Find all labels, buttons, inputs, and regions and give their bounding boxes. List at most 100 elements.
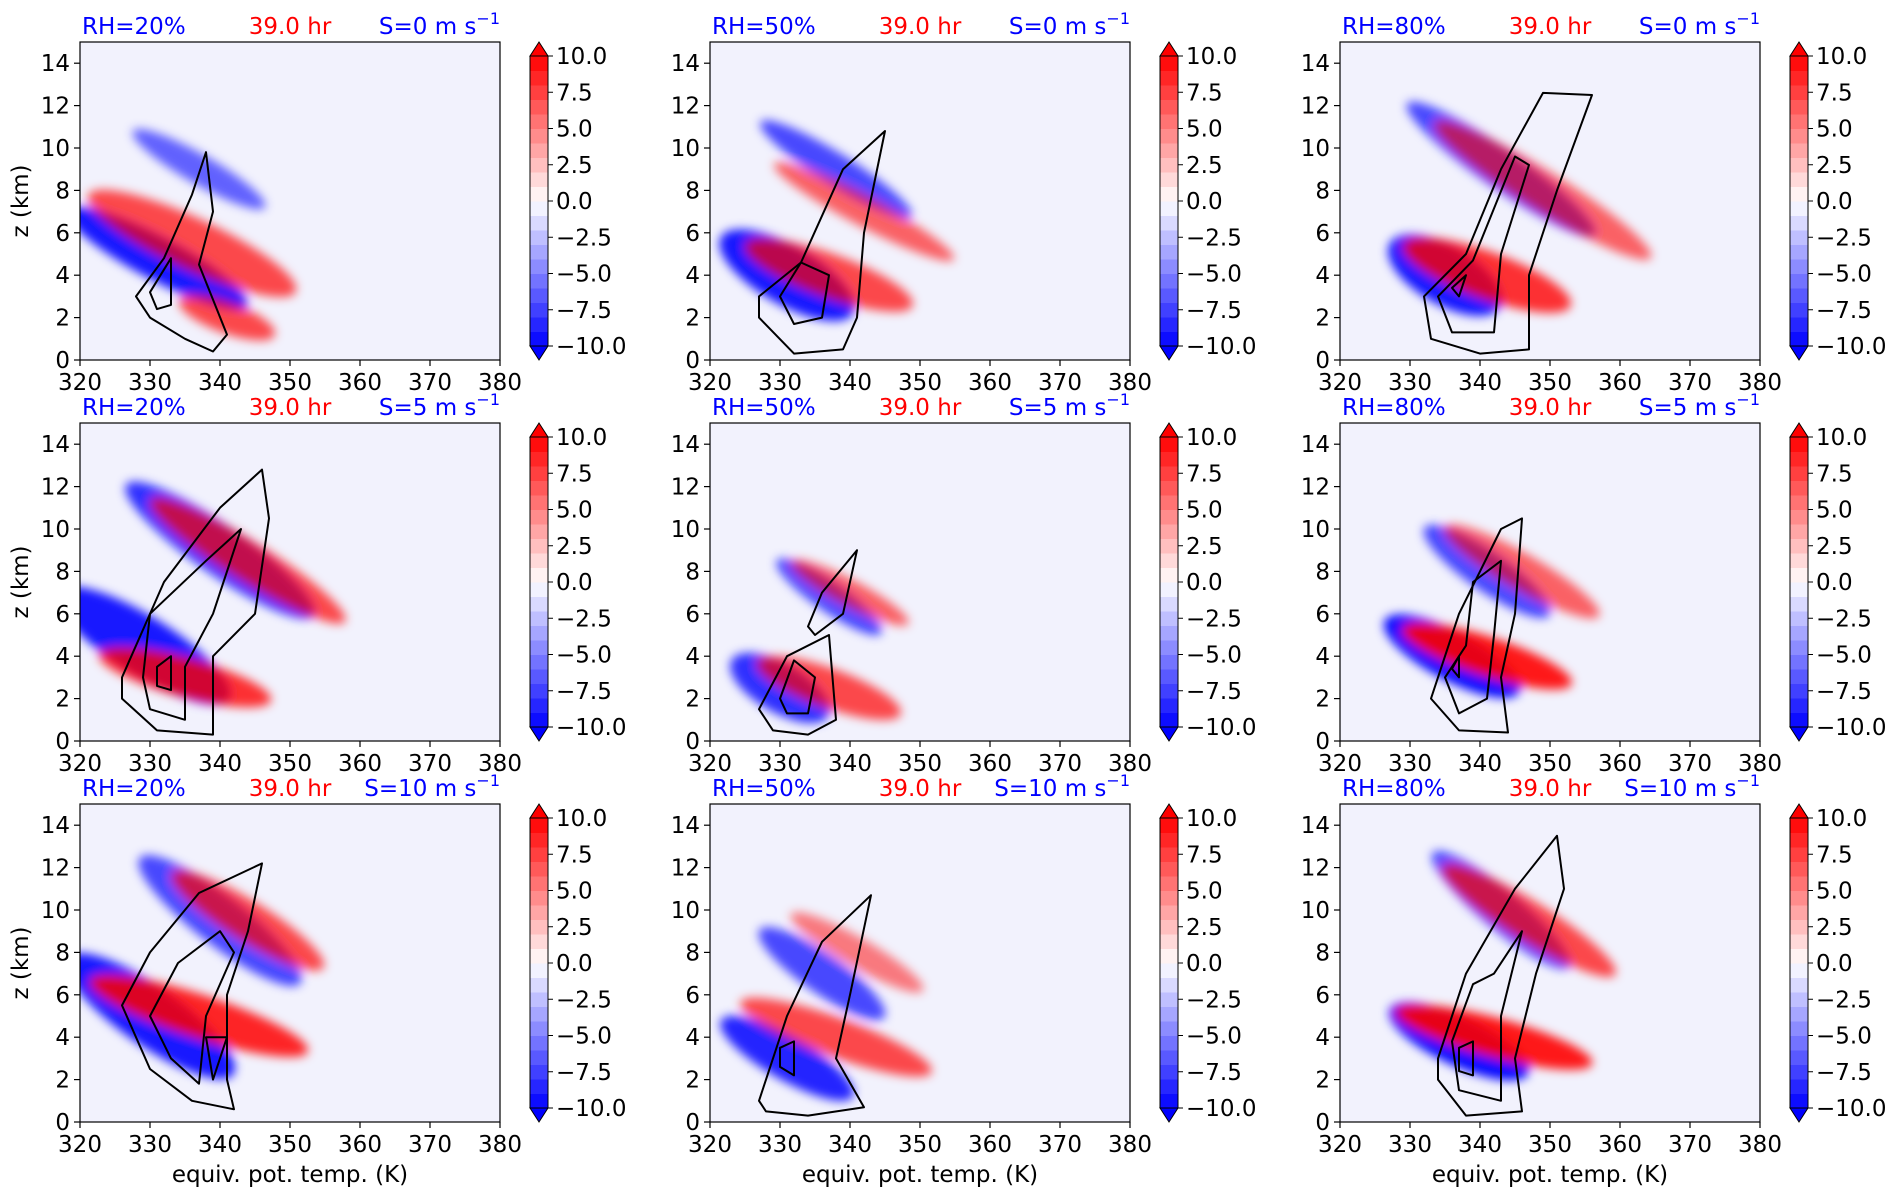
colorbar-tick-label: −10.0 bbox=[556, 334, 626, 360]
colorbar-tick-label: 10.0 bbox=[556, 44, 607, 70]
panel: 320 330 340 350 360 370 380 0 2 4 6 8 10 12 14 RH=80% 39… bbox=[1301, 390, 1887, 777]
colorbar-level bbox=[1790, 1035, 1808, 1051]
colorbar-level bbox=[530, 818, 548, 833]
time-label: 39.0 hr bbox=[1509, 395, 1592, 421]
colorbar-level bbox=[1160, 288, 1178, 303]
y-tick-label: 8 bbox=[685, 940, 700, 966]
colorbar-level bbox=[1160, 451, 1178, 467]
colorbar-tick-label: 5.0 bbox=[1186, 498, 1223, 524]
shear-label: S=5 m s−1 bbox=[1639, 390, 1760, 421]
colorbar-tick-label: 2.5 bbox=[556, 153, 593, 179]
rh-label: RH=50% bbox=[712, 776, 816, 802]
x-tick-label: 350 bbox=[1528, 751, 1572, 777]
x-tick-label: 370 bbox=[1668, 1132, 1712, 1158]
x-tick-label: 320 bbox=[688, 751, 732, 777]
colorbar-level bbox=[1790, 1006, 1808, 1022]
y-tick-label: 8 bbox=[1315, 178, 1330, 204]
colorbar-level bbox=[1790, 85, 1808, 100]
x-tick-label: 320 bbox=[1318, 751, 1362, 777]
colorbar-level bbox=[530, 317, 548, 332]
colorbar-tick-label: 5.0 bbox=[1186, 117, 1223, 143]
y-tick-label: 10 bbox=[671, 136, 700, 162]
colorbar-extend-max bbox=[1789, 422, 1809, 438]
colorbar-level bbox=[530, 244, 548, 260]
contour-line bbox=[1451, 274, 1467, 298]
y-tick-label: 2 bbox=[685, 1068, 700, 1094]
contour-line bbox=[205, 1036, 228, 1081]
colorbar-tick-label: −7.5 bbox=[1186, 298, 1242, 324]
contour-line bbox=[1444, 559, 1502, 715]
colorbar-level bbox=[530, 99, 548, 115]
rh-label: RH=20% bbox=[82, 776, 186, 802]
colorbar-level bbox=[530, 480, 548, 496]
x-tick-label: 330 bbox=[128, 370, 172, 396]
colorbar-level bbox=[1160, 1064, 1178, 1080]
y-tick-label: 14 bbox=[1301, 51, 1330, 77]
colorbar-tick-label: −2.5 bbox=[1816, 225, 1872, 251]
x-tick-label: 350 bbox=[898, 1132, 942, 1158]
x-tick-label: 380 bbox=[1108, 751, 1152, 777]
negative-anomaly-region bbox=[132, 128, 266, 210]
colorbar-level bbox=[1160, 1035, 1178, 1051]
colorbar-level bbox=[1160, 259, 1178, 274]
contour-line bbox=[142, 528, 242, 721]
x-tick-label: 330 bbox=[128, 751, 172, 777]
panel: 320 330 340 350 360 370 380 0 2 4 6 8 10 12 14 RH=20% 39… bbox=[8, 9, 626, 396]
colorbar-level bbox=[1790, 654, 1808, 670]
colorbar-tick-label: −10.0 bbox=[556, 1096, 626, 1122]
y-tick-label: 6 bbox=[685, 983, 700, 1009]
x-tick-label: 380 bbox=[1738, 751, 1782, 777]
rh-label: RH=80% bbox=[1342, 14, 1446, 40]
colorbar-tick-label: 5.0 bbox=[1816, 117, 1853, 143]
colorbar-level bbox=[1790, 230, 1808, 245]
colorbar-tick-label: −5.0 bbox=[1816, 643, 1872, 669]
plot-area bbox=[1389, 834, 1616, 1117]
shear-label: S=10 m s−1 bbox=[1624, 771, 1760, 802]
y-tick-label: 12 bbox=[1301, 94, 1330, 120]
colorbar-level bbox=[1790, 99, 1808, 115]
contour-line bbox=[121, 862, 263, 1111]
colorbar-level bbox=[1790, 1050, 1808, 1065]
colorbar-tick-label: 7.5 bbox=[1816, 461, 1853, 487]
panel: 320 330 340 350 360 370 380 0 2 4 6 8 10 12 14 RH=80% 39… bbox=[1301, 9, 1887, 396]
colorbar-tick-label: 10.0 bbox=[1186, 806, 1237, 832]
colorbar-level bbox=[1790, 143, 1808, 158]
colorbar-level bbox=[1160, 201, 1178, 216]
colorbar-tick-label: −7.5 bbox=[1186, 1060, 1242, 1086]
positive-anomaly-region bbox=[756, 656, 902, 720]
x-tick-label: 380 bbox=[478, 370, 522, 396]
colorbar: 10.0 7.5 5.0 2.5 0.0 −2.5 −5.0 −7.5 −10.0 bbox=[1789, 41, 1886, 361]
positive-anomaly-region bbox=[87, 189, 297, 298]
x-tick-label: 360 bbox=[968, 1132, 1012, 1158]
colorbar-tick-label: 7.5 bbox=[556, 461, 593, 487]
contour-line bbox=[1437, 155, 1530, 334]
colorbar-level bbox=[1790, 495, 1808, 510]
colorbar-level bbox=[1790, 317, 1808, 332]
y-tick-label: 4 bbox=[685, 644, 700, 670]
colorbar-tick-label: 2.5 bbox=[556, 915, 593, 941]
y-tick-label: 6 bbox=[1315, 983, 1330, 1009]
colorbar-level bbox=[530, 538, 548, 554]
colorbar-level bbox=[1160, 832, 1178, 848]
colorbar-extend-min bbox=[1789, 1107, 1809, 1123]
colorbar-tick-label: 2.5 bbox=[1816, 534, 1853, 560]
colorbar-extend-min bbox=[1789, 726, 1809, 742]
colorbar-tick-label: −2.5 bbox=[556, 987, 612, 1013]
colorbar-level bbox=[530, 654, 548, 670]
x-tick-label: 330 bbox=[1388, 1132, 1432, 1158]
positive-anomaly-region bbox=[1395, 1004, 1593, 1070]
plot-area bbox=[720, 894, 932, 1117]
colorbar-tick-label: −7.5 bbox=[1816, 1060, 1872, 1086]
colorbar-tick-label: 10.0 bbox=[1186, 44, 1237, 70]
colorbar-level bbox=[1160, 273, 1178, 289]
colorbar-level bbox=[1160, 698, 1178, 713]
colorbar-tick-label: 0.0 bbox=[1186, 570, 1223, 596]
x-tick-label: 340 bbox=[198, 751, 242, 777]
colorbar-tick-label: 10.0 bbox=[1816, 806, 1867, 832]
x-tick-label: 330 bbox=[758, 1132, 802, 1158]
x-tick-label: 360 bbox=[968, 370, 1012, 396]
y-tick-label: 12 bbox=[1301, 856, 1330, 882]
shear-label: S=10 m s−1 bbox=[994, 771, 1130, 802]
colorbar: 10.0 7.5 5.0 2.5 0.0 −2.5 −5.0 −7.5 −10.0 bbox=[529, 422, 626, 742]
colorbar-tick-label: 5.0 bbox=[556, 498, 593, 524]
